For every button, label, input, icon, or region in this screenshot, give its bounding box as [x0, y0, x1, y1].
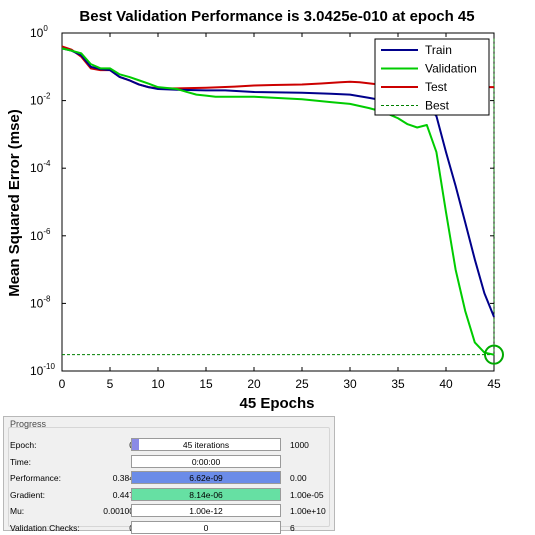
- progress-row-label: Validation Checks:: [10, 522, 80, 533]
- x-tick-label: 35: [391, 377, 405, 391]
- y-tick-label: 10-10: [30, 362, 55, 378]
- legend-box: [374, 38, 490, 116]
- progress-target-value: 6: [290, 522, 295, 533]
- progress-target-value: 1.00e-05: [290, 489, 324, 500]
- y-axis-ticks: 100 10-2 10-4 10-6 10-8 10-10: [30, 24, 494, 378]
- progress-row-label: Gradient:: [10, 489, 45, 500]
- performance-chart: Best Validation Performance is 3.0425e-0…: [6, 8, 504, 412]
- progress-target-value: 0.00: [290, 473, 307, 483]
- x-tick-label: 15: [199, 377, 213, 391]
- x-tick-label: 10: [151, 377, 165, 391]
- legend-label-train: Train: [425, 43, 452, 57]
- y-tick-label: 10-2: [30, 92, 51, 108]
- y-tick-label: 10-8: [30, 294, 51, 310]
- progress-current-value: 0: [203, 522, 209, 533]
- progress-bar: 45 iterations: [131, 438, 281, 451]
- y-tick-label: 10-6: [30, 227, 51, 243]
- y-tick-label: 10-4: [30, 159, 51, 175]
- progress-row: Validation Checks:006: [10, 520, 330, 535]
- chart-title: Best Validation Performance is 3.0425e-0…: [79, 8, 474, 25]
- progress-bar-fill: [132, 488, 280, 500]
- x-tick-label: 25: [295, 377, 309, 391]
- progress-row-label: Mu:: [10, 506, 25, 516]
- progress-current-value: 45 iterations: [182, 440, 230, 450]
- progress-bar: 6.62e-09: [131, 471, 281, 484]
- x-tick-label: 45: [487, 377, 501, 391]
- progress-current-value: 1.00e-12: [189, 506, 223, 516]
- progress-row-label: Epoch:: [10, 440, 37, 450]
- legend-label-test: Test: [425, 80, 448, 94]
- progress-row-label: Time:: [10, 456, 31, 467]
- progress-bar-fill: [132, 472, 280, 483]
- progress-initial-value: 0.00100: [103, 506, 134, 516]
- x-tick-label: 0: [59, 377, 66, 391]
- progress-target-value: 1.00e+10: [290, 506, 326, 516]
- progress-bar: 8.14e-06: [131, 487, 281, 501]
- series-train-line: [61, 47, 495, 318]
- x-axis-label: 45 Epochs: [239, 395, 314, 412]
- legend-label-validation: Validation: [425, 62, 477, 76]
- x-tick-label: 30: [343, 377, 357, 391]
- progress-bar: 1.00e-12: [131, 504, 281, 517]
- legend: Train Validation Test Best: [374, 38, 490, 116]
- progress-current-value: 6.62e-09: [189, 473, 223, 483]
- progress-initial-value: 0.384: [112, 473, 134, 483]
- progress-current-value: 0:00:00: [191, 456, 221, 467]
- y-tick-label: 100: [30, 24, 48, 40]
- x-tick-label: 5: [107, 377, 114, 391]
- progress-current-value: 8.14e-06: [189, 489, 223, 500]
- series-validation-line: [61, 47, 495, 356]
- legend-label-best: Best: [425, 99, 450, 113]
- x-axis-ticks: 0 5 10 15 20 25 30 35 40 45: [59, 33, 501, 391]
- progress-row: Mu: 0.00100 1.00e-12 1.00e+10: [10, 504, 330, 518]
- x-tick-label: 40: [439, 377, 453, 391]
- y-axis-label: Mean Squared Error (mse): [6, 109, 23, 297]
- progress-row: Gradient: 0.447 8.14e-06 1.00e-05: [10, 487, 330, 502]
- progress-bar: 0: [131, 520, 281, 534]
- x-tick-label: 20: [247, 377, 261, 391]
- progress-row: Time: 0:00:00: [10, 454, 330, 469]
- progress-row-label: Performance:: [10, 473, 62, 483]
- progress-row: Performance: 0.384 6.62e-09 0.00: [10, 471, 330, 485]
- progress-bar-fill: [132, 439, 139, 450]
- progress-panel: Progress Epoch: 0 45 iterations 1000 Time: 0:…: [3, 416, 335, 534]
- best-marker-circle: [484, 344, 504, 365]
- progress-title: Progress: [10, 419, 47, 429]
- progress-bar: 0:00:00: [131, 454, 281, 468]
- progress-target-value: 1000: [290, 440, 309, 450]
- progress-initial-value: 0.447: [112, 489, 134, 500]
